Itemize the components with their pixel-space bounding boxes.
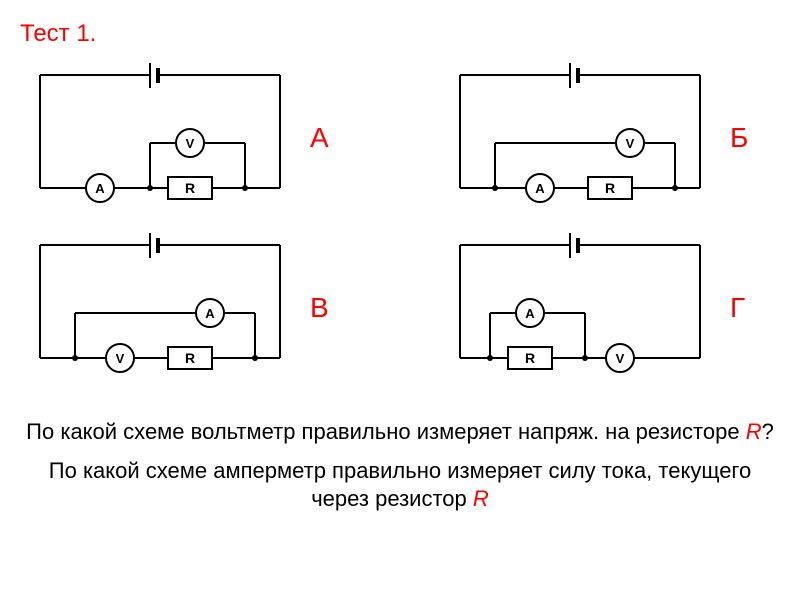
circuit-a-label: А: [310, 122, 329, 154]
circuit-a: A R V А: [20, 58, 360, 218]
svg-text:A: A: [525, 306, 535, 321]
question-1-text: По какой схеме вольтметр правильно измер…: [26, 419, 746, 444]
question-2-text: По какой схеме амперметр правильно измер…: [49, 458, 751, 512]
question-2-r: R: [473, 486, 489, 511]
question-1-end: ?: [762, 419, 774, 444]
question-1-r: R: [746, 419, 762, 444]
circuit-b: A R V Б: [440, 58, 780, 218]
svg-text:V: V: [616, 351, 625, 366]
circuits-grid: A R V А: [20, 58, 780, 388]
question-2: По какой схеме амперметр правильно измер…: [20, 457, 780, 514]
circuit-g: R V A Г: [440, 228, 780, 388]
svg-text:R: R: [525, 350, 535, 366]
circuit-b-label: Б: [730, 122, 748, 154]
circuit-g-label: Г: [730, 292, 745, 324]
circuit-v: V R A В: [20, 228, 360, 388]
circuit-b-svg: A R V: [440, 58, 720, 218]
svg-text:V: V: [186, 136, 195, 151]
question-1: По какой схеме вольтметр правильно измер…: [20, 418, 780, 447]
svg-text:A: A: [535, 181, 545, 196]
circuit-g-svg: R V A: [440, 228, 720, 388]
svg-text:R: R: [605, 180, 615, 196]
svg-text:R: R: [185, 180, 195, 196]
svg-text:A: A: [205, 306, 215, 321]
circuit-v-label: В: [310, 292, 329, 324]
svg-text:R: R: [185, 350, 195, 366]
circuit-a-svg: A R V: [20, 58, 300, 218]
circuit-v-svg: V R A: [20, 228, 300, 388]
svg-text:V: V: [116, 351, 125, 366]
test-title: Тест 1.: [20, 20, 780, 48]
svg-text:A: A: [95, 181, 105, 196]
svg-text:V: V: [626, 136, 635, 151]
